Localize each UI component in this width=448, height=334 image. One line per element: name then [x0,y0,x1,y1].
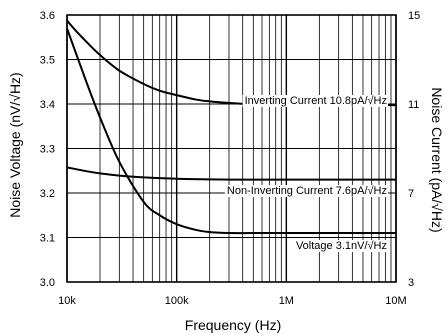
y-tick-label: 3.5 [40,55,55,67]
label-background [293,240,388,252]
plot-frame [66,14,397,283]
curves [66,19,396,235]
plot-border [66,14,397,283]
y2-tick-label: 15 [408,10,420,22]
tick-labels: 3.0 3.1 3.2 3.3 3.4 3.5 3.6 3 7 11 15 10k 100k 1M 10M [40,10,421,307]
series-label-voltage: Voltage 3.1nV/√Hz [296,240,387,252]
y-tick-label: 3.1 [40,233,55,245]
x-axis-title: Frequency (Hz) [185,317,281,333]
y2-tick-label: 11 [408,99,419,111]
x-tick-label: 10M [385,295,406,307]
y-tick-label: 3.0 [40,277,55,289]
y2-tick-label: 3 [408,277,414,289]
y-axis-title: Noise Voltage (nV/√Hz) [7,72,23,217]
label-background [224,185,388,197]
y-tick-label: 3.3 [40,144,55,156]
x-tick-label: 10k [58,295,76,307]
y2-tick-label: 7 [408,188,414,200]
voltage-curve [66,28,396,235]
series-label-inverting-current: Inverting Current 10.8pA/√Hz [245,95,387,107]
inverting-current-curve [66,19,396,107]
non-inverting-current-curve [66,166,396,181]
y-tick-label: 3.6 [40,10,55,22]
y-tick-label: 3.4 [40,99,55,111]
x-tick-label: 100k [165,295,189,307]
x-tick-label: 1M [279,295,294,307]
curve-label-backgrounds [224,95,388,252]
y-tick-label: 3.2 [40,188,55,200]
label-background [242,95,388,107]
y2-axis-title: Noise Current (pA/√Hz) [429,87,445,232]
series-label-non-inverting-current: Non-Inverting Current 7.6pA/√Hz [227,185,387,197]
